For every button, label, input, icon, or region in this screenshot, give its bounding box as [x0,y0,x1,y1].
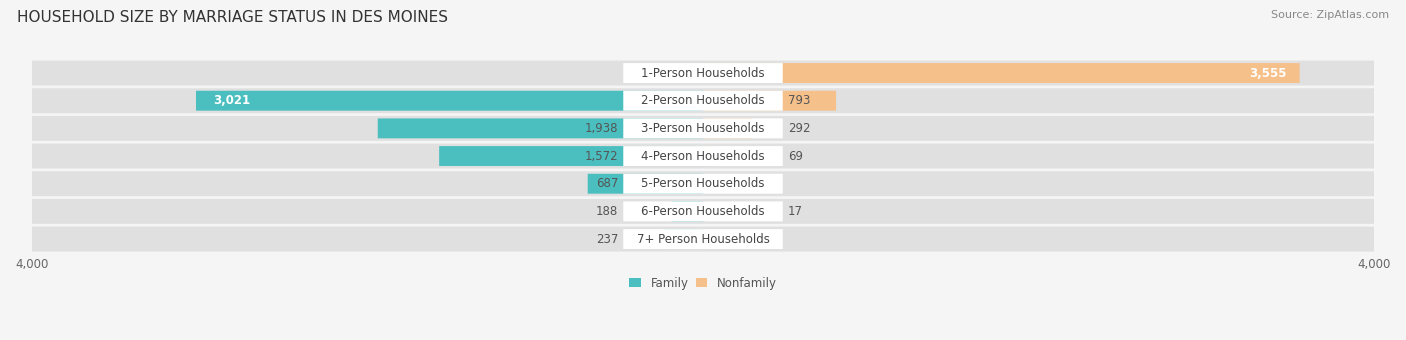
Text: 3-Person Households: 3-Person Households [641,122,765,135]
Text: 17: 17 [787,205,803,218]
Legend: Family, Nonfamily: Family, Nonfamily [630,277,776,290]
FancyBboxPatch shape [32,143,1374,169]
Text: 3,021: 3,021 [212,94,250,107]
FancyBboxPatch shape [32,199,1374,224]
FancyBboxPatch shape [378,118,703,138]
FancyBboxPatch shape [664,229,703,249]
FancyBboxPatch shape [703,146,714,166]
Text: 7+ Person Households: 7+ Person Households [637,233,769,245]
FancyBboxPatch shape [623,174,783,194]
FancyBboxPatch shape [439,146,703,166]
FancyBboxPatch shape [32,227,1374,252]
FancyBboxPatch shape [623,229,783,249]
FancyBboxPatch shape [32,61,1374,85]
Text: 1,938: 1,938 [585,122,619,135]
FancyBboxPatch shape [623,63,783,83]
FancyBboxPatch shape [672,201,703,221]
FancyBboxPatch shape [703,201,706,221]
Text: 793: 793 [787,94,810,107]
FancyBboxPatch shape [588,174,703,194]
Text: 69: 69 [787,150,803,163]
Text: 2-Person Households: 2-Person Households [641,94,765,107]
Text: 3,555: 3,555 [1249,67,1286,80]
FancyBboxPatch shape [32,116,1374,141]
FancyBboxPatch shape [623,201,783,221]
Text: HOUSEHOLD SIZE BY MARRIAGE STATUS IN DES MOINES: HOUSEHOLD SIZE BY MARRIAGE STATUS IN DES… [17,10,449,25]
FancyBboxPatch shape [195,91,703,111]
FancyBboxPatch shape [623,118,783,138]
FancyBboxPatch shape [32,171,1374,196]
Text: 4-Person Households: 4-Person Households [641,150,765,163]
Text: 188: 188 [596,205,619,218]
Text: 1-Person Households: 1-Person Households [641,67,765,80]
FancyBboxPatch shape [703,63,1299,83]
FancyBboxPatch shape [32,88,1374,113]
FancyBboxPatch shape [623,91,783,111]
FancyBboxPatch shape [623,146,783,166]
Text: Source: ZipAtlas.com: Source: ZipAtlas.com [1271,10,1389,20]
Text: 5-Person Households: 5-Person Households [641,177,765,190]
Text: 292: 292 [787,122,810,135]
FancyBboxPatch shape [703,118,752,138]
Text: 237: 237 [596,233,619,245]
Text: 6-Person Households: 6-Person Households [641,205,765,218]
Text: 687: 687 [596,177,619,190]
Text: 1,572: 1,572 [585,150,619,163]
FancyBboxPatch shape [703,91,837,111]
